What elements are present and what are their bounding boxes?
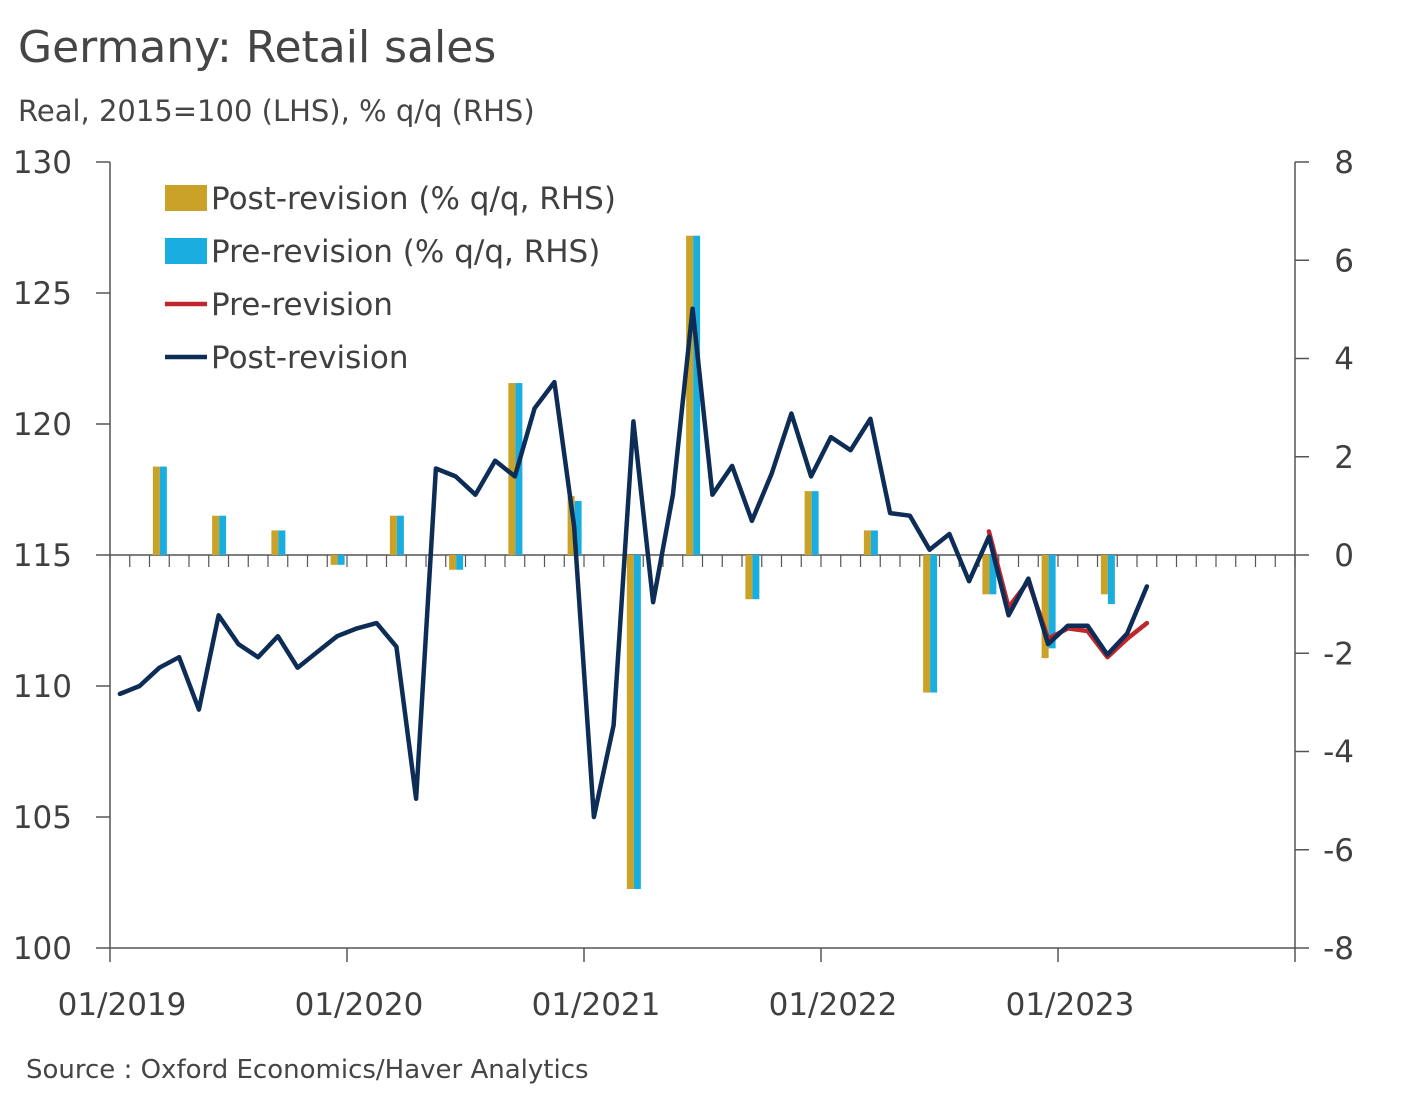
legend-label: Pre-revision (% q/q, RHS) <box>211 234 600 270</box>
left-axis-tick-label: 120 <box>13 407 72 443</box>
legend-swatch <box>165 185 207 211</box>
right-axis-tick-label: 8 <box>1334 145 1354 181</box>
legend: Post-revision (% q/q, RHS) Pre-revision (… <box>165 181 616 376</box>
bar-post-revision <box>686 235 694 555</box>
bar-post-revision <box>923 555 931 693</box>
bar-pre-revision <box>633 555 641 890</box>
bar-pre-revision <box>1048 555 1056 649</box>
bar-post-revision <box>626 555 634 890</box>
x-axis-tick-label: 01/2019 <box>58 987 187 1023</box>
right-axis-tick-label: -6 <box>1323 833 1354 869</box>
x-axis-tick-label: 01/2023 <box>1006 987 1135 1023</box>
legend-label: Post-revision <box>211 340 409 376</box>
bar-pre-revision <box>574 500 582 555</box>
bar-pre-revision <box>396 515 404 555</box>
bar-post-revision <box>1041 555 1049 659</box>
bar-post-revision <box>745 555 753 600</box>
chart-source: Source : Oxford Economics/Haver Analytic… <box>26 1055 589 1085</box>
right-axis-tick-label: 4 <box>1334 342 1354 378</box>
bar-pre-revision <box>456 555 464 570</box>
right-axis-tick-label: -2 <box>1323 636 1354 672</box>
left-axis-tick-label: 100 <box>13 931 72 967</box>
bar-pre-revision <box>693 235 701 555</box>
bar-post-revision <box>982 555 990 595</box>
bars <box>152 235 1115 890</box>
legend-label: Pre-revision <box>211 287 393 323</box>
x-axis-tick-label: 01/2020 <box>295 987 424 1023</box>
bar-post-revision <box>863 530 871 555</box>
bar-post-revision <box>389 515 397 555</box>
bar-pre-revision <box>870 530 878 555</box>
bar-pre-revision <box>811 491 819 555</box>
chart-title: Germany: Retail sales <box>18 22 497 73</box>
axes: 100 105 110 115 120 125 130 -8 -6 -4 -2 0 2 4 6 8 01/201… <box>13 145 1354 1023</box>
bar-pre-revision <box>159 466 167 555</box>
bar-pre-revision <box>752 555 760 600</box>
legend-label: Post-revision (% q/q, RHS) <box>211 181 616 217</box>
bar-post-revision <box>330 555 338 565</box>
bar-post-revision <box>212 515 220 555</box>
bar-post-revision <box>271 530 279 555</box>
bar-post-revision <box>804 491 812 555</box>
bar-pre-revision <box>278 530 286 555</box>
bar-post-revision <box>1100 555 1108 595</box>
bar-pre-revision <box>337 555 345 565</box>
right-axis-tick-label: -8 <box>1323 931 1354 967</box>
bar-post-revision <box>449 555 457 570</box>
bar-pre-revision <box>989 555 997 595</box>
bar-post-revision <box>567 496 575 555</box>
bar-post-revision <box>152 466 160 555</box>
bar-pre-revision <box>930 555 938 693</box>
x-axis-tick-label: 01/2021 <box>532 987 661 1023</box>
legend-swatch <box>165 238 207 264</box>
right-axis-tick-label: -4 <box>1323 735 1354 771</box>
right-axis-tick-label: 0 <box>1334 538 1354 574</box>
lines <box>117 306 1150 820</box>
bar-pre-revision <box>219 515 227 555</box>
left-axis-tick-label: 130 <box>13 145 72 181</box>
x-axis-tick-label: 01/2022 <box>769 987 898 1023</box>
left-axis-tick-label: 110 <box>13 669 72 705</box>
bar-pre-revision <box>1107 555 1115 605</box>
line-post-revision <box>117 306 1150 820</box>
left-axis-tick-label: 115 <box>13 538 72 574</box>
right-axis-tick-label: 6 <box>1334 243 1354 279</box>
left-axis-tick-label: 105 <box>13 800 72 836</box>
left-axis-tick-label: 125 <box>13 276 72 312</box>
bar-post-revision <box>508 383 516 555</box>
chart-subtitle: Real, 2015=100 (LHS), % q/q (RHS) <box>18 94 535 128</box>
right-axis-tick-label: 2 <box>1334 440 1354 476</box>
